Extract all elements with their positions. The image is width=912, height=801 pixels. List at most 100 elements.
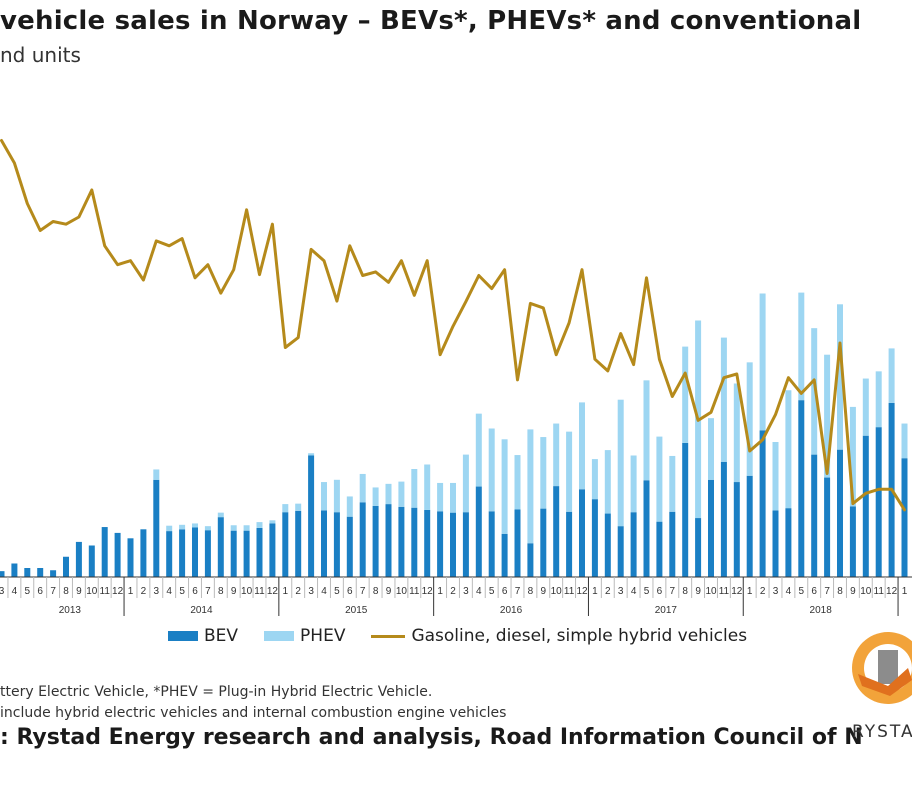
bev-bar [24,568,31,577]
bev-bar [901,458,908,577]
bev-bar [269,523,276,577]
bev-bar [488,511,495,577]
phev-bar [204,526,211,531]
month-tick-label: 2 [450,586,456,597]
month-tick-label: 7 [670,586,676,597]
sales-chart: 3 4 5 6 7 8 9 10 11 12 1 2 3 4 5 6 7 8 9 10 11 12 1 2 3 4 5 6 7 8 9 10 1… [0,139,912,616]
logo-text: RYSTAD [852,722,912,742]
bev-bar [643,480,650,577]
month-tick-label: 2 [605,586,611,597]
bev-bar [875,427,882,577]
bev-bar [11,563,18,577]
month-tick-label: 4 [476,586,482,597]
phev-bar [591,459,598,500]
month-tick-label: 11 [874,586,885,597]
month-tick-label: 9 [541,586,547,597]
month-tick-label: 10 [241,586,253,597]
month-tick-label: 11 [254,586,265,597]
phev-bar [656,436,663,522]
year-tick-label: 2016 [500,605,523,616]
bev-bar [862,435,869,577]
month-tick-label: 2 [295,586,301,597]
legend-item-phev: PHEV [264,626,345,646]
phev-bar [385,483,392,505]
bev-bar [437,511,444,577]
month-tick-label: 7 [515,586,521,597]
bev-bar [824,477,831,577]
month-tick-label: 12 [422,586,434,597]
month-tick-label: 12 [267,586,279,597]
month-tick-label: 8 [528,586,534,597]
phev-bar [269,520,276,524]
bev-bar [837,449,843,577]
month-tick-label: 11 [409,586,420,597]
page-title: vehicle sales in Norway – BEVs*, PHEVs* … [0,6,862,36]
month-tick-label: 3 [308,586,314,597]
phev-bar [733,383,740,483]
bev-bar [772,510,779,577]
bev-bar [733,482,740,577]
phev-bar [875,371,882,428]
month-tick-label: 1 [128,586,134,597]
phev-bar [682,346,689,443]
footnote-definitions: ttery Electric Vehicle, *PHEV = Plug-in … [0,684,433,700]
bev-bar [88,545,95,577]
bev-bar [256,527,263,577]
phev-bar [424,464,431,510]
month-tick-label: 1 [437,586,443,597]
legend-label-conventional: Gasoline, diesel, simple hybrid vehicles [411,626,748,646]
phev-bar [359,473,366,503]
bev-bar [785,508,792,577]
bev-bar [50,570,57,577]
phev-bar [888,348,895,403]
phev-bar [333,479,340,513]
year-tick-label: 2013 [59,605,82,616]
bev-bar [450,512,456,577]
bev-swatch [168,631,198,641]
bev-bar [204,530,211,577]
bev-bar [630,512,637,577]
phev-bar [243,525,250,531]
month-tick-label: 9 [695,586,701,597]
month-tick-label: 2 [760,586,766,597]
month-tick-label: 6 [657,586,663,597]
month-tick-label: 10 [86,586,98,597]
phev-bar [553,423,560,487]
phev-bar [398,481,405,507]
page-subtitle: nd units [0,43,81,67]
month-tick-label: 3 [618,586,624,597]
bev-bar [346,516,353,577]
phev-bar [179,524,186,530]
phev-bar [166,525,173,532]
month-tick-label: 8 [218,586,224,597]
month-tick-label: 10 [396,586,408,597]
conventional-swatch [371,634,406,638]
phev-bar [295,503,302,511]
bev-bar [553,486,560,577]
month-tick-label: 9 [386,586,392,597]
bev-bar [385,504,392,577]
month-tick-label: 3 [154,586,160,597]
month-tick-label: 11 [564,586,575,597]
phev-bar [217,512,224,518]
bev-bar [63,556,69,577]
phev-bar [308,453,315,456]
month-tick-label: 7 [205,586,211,597]
month-tick-label: 6 [37,586,43,597]
bev-bar [540,508,547,577]
bev-bar [217,517,224,577]
month-tick-label: 4 [631,586,637,597]
phev-bar [501,439,508,534]
month-tick-label: 8 [63,586,69,597]
bev-bar [798,400,805,577]
bev-bar [359,502,366,577]
phev-bar [321,482,327,511]
bev-bar [295,510,302,577]
bev-bar [333,512,340,577]
phev-bar [811,328,818,455]
phev-bar [837,304,843,450]
month-tick-label: 8 [373,586,379,597]
bev-bar [591,499,598,577]
phev-bar [527,429,534,544]
month-tick-label: 9 [76,586,82,597]
